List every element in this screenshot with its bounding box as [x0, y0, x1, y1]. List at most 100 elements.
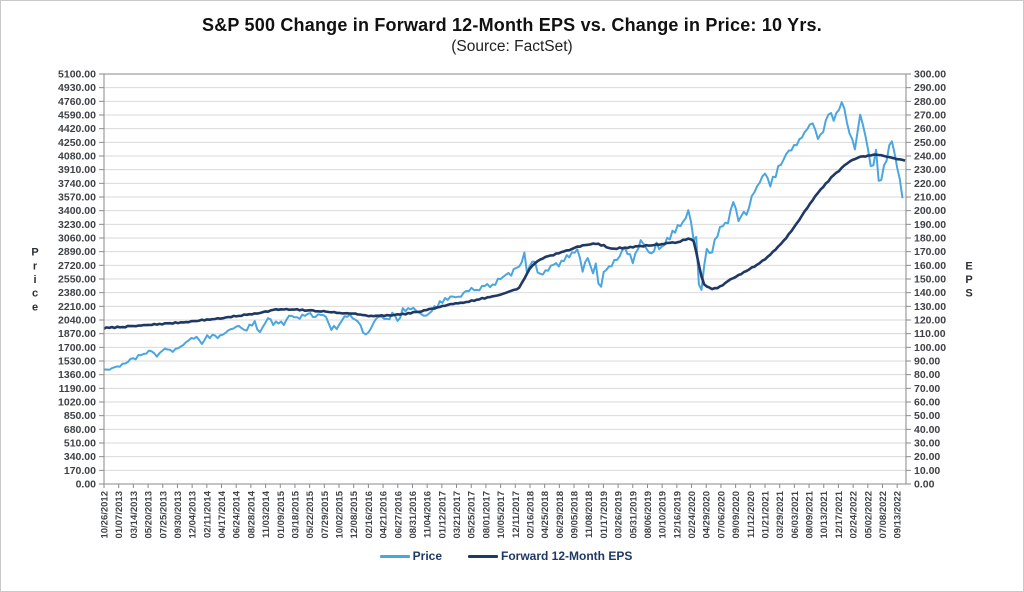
svg-text:170.00: 170.00: [914, 246, 946, 258]
svg-text:05/22/2015: 05/22/2015: [305, 490, 316, 538]
svg-text:c: c: [32, 288, 38, 300]
svg-text:05/02/2022: 05/02/2022: [863, 491, 874, 539]
svg-text:20.00: 20.00: [914, 451, 940, 463]
svg-text:3910.00: 3910.00: [58, 164, 96, 176]
legend-item-eps: Forward 12-Month EPS: [468, 549, 632, 563]
svg-text:08/31/2016: 08/31/2016: [408, 491, 419, 539]
svg-text:4080.00: 4080.00: [58, 151, 96, 163]
svg-text:11/12/2020: 11/12/2020: [746, 491, 757, 538]
svg-text:300.00: 300.00: [914, 69, 946, 81]
svg-text:09/13/2022: 09/13/2022: [893, 491, 904, 539]
svg-text:06/29/2018: 06/29/2018: [555, 491, 566, 539]
svg-text:07/06/2020: 07/06/2020: [716, 491, 727, 539]
svg-text:06/27/2016: 06/27/2016: [393, 491, 404, 539]
svg-text:680.00: 680.00: [64, 424, 96, 436]
svg-text:08/28/2014: 08/28/2014: [246, 490, 257, 538]
svg-text:10/13/2021: 10/13/2021: [819, 490, 830, 538]
legend-label-price: Price: [412, 549, 442, 563]
right-axis-title: EPS: [965, 260, 972, 299]
svg-text:12/04/2013: 12/04/2013: [188, 491, 199, 539]
svg-text:850.00: 850.00: [64, 410, 96, 422]
svg-text:01/12/2017: 01/12/2017: [437, 491, 448, 539]
svg-text:0.00: 0.00: [914, 479, 935, 491]
svg-text:12/08/2015: 12/08/2015: [349, 490, 360, 538]
svg-text:11/03/2014: 11/03/2014: [261, 490, 272, 538]
svg-text:03/26/2019: 03/26/2019: [614, 491, 625, 539]
svg-text:1870.00: 1870.00: [58, 328, 96, 340]
svg-text:04/25/2018: 04/25/2018: [540, 491, 551, 539]
svg-text:01/07/2013: 01/07/2013: [114, 491, 125, 539]
svg-text:260.00: 260.00: [914, 123, 946, 135]
svg-text:3570.00: 3570.00: [58, 192, 96, 204]
svg-text:4250.00: 4250.00: [58, 137, 96, 149]
svg-text:70.00: 70.00: [914, 383, 940, 395]
svg-text:0.00: 0.00: [76, 479, 97, 491]
eps-line-swatch: [468, 554, 498, 558]
svg-text:04/21/2016: 04/21/2016: [379, 491, 390, 539]
svg-text:10/26/2012: 10/26/2012: [100, 491, 111, 539]
svg-text:270.00: 270.00: [914, 110, 946, 122]
svg-text:12/11/2017: 12/11/2017: [511, 491, 522, 538]
svg-text:P: P: [31, 247, 38, 259]
svg-text:P: P: [965, 274, 972, 286]
svg-text:10/10/2019: 10/10/2019: [658, 491, 669, 539]
svg-text:2720.00: 2720.00: [58, 260, 96, 272]
svg-text:11/04/2016: 11/04/2016: [423, 491, 434, 538]
chart-subtitle: (Source: FactSet): [451, 38, 573, 55]
svg-text:4590.00: 4590.00: [58, 110, 96, 122]
svg-text:06/24/2014: 06/24/2014: [232, 490, 243, 538]
svg-text:4930.00: 4930.00: [58, 82, 96, 94]
legend-label-eps: Forward 12-Month EPS: [501, 549, 633, 563]
svg-text:2890.00: 2890.00: [58, 246, 96, 258]
svg-text:1020.00: 1020.00: [58, 397, 96, 409]
svg-text:120.00: 120.00: [914, 315, 946, 327]
svg-text:01/17/2019: 01/17/2019: [599, 491, 610, 539]
svg-text:r: r: [33, 260, 38, 272]
svg-text:3740.00: 3740.00: [58, 178, 96, 190]
svg-text:80.00: 80.00: [914, 369, 940, 381]
svg-text:60.00: 60.00: [914, 397, 940, 409]
svg-text:07/25/2013: 07/25/2013: [158, 491, 169, 539]
svg-text:07/29/2015: 07/29/2015: [320, 490, 331, 538]
svg-text:4420.00: 4420.00: [58, 123, 96, 135]
svg-text:05/31/2019: 05/31/2019: [628, 491, 639, 539]
svg-text:03/14/2013: 03/14/2013: [129, 491, 140, 539]
chart-title: S&P 500 Change in Forward 12-Month EPS v…: [202, 15, 822, 35]
svg-text:280.00: 280.00: [914, 96, 946, 108]
svg-text:170.00: 170.00: [64, 465, 96, 477]
svg-text:180.00: 180.00: [914, 233, 946, 245]
svg-text:2550.00: 2550.00: [58, 274, 96, 286]
svg-text:01/09/2015: 01/09/2015: [276, 490, 287, 538]
svg-text:S: S: [965, 288, 972, 300]
svg-text:210.00: 210.00: [914, 192, 946, 204]
svg-text:10.00: 10.00: [914, 465, 940, 477]
svg-text:160.00: 160.00: [914, 260, 946, 272]
left-axis-title: Price: [31, 247, 38, 314]
svg-text:1530.00: 1530.00: [58, 356, 96, 368]
svg-text:08/06/2019: 08/06/2019: [643, 491, 654, 539]
svg-text:130.00: 130.00: [914, 301, 946, 313]
svg-text:10/02/2015: 10/02/2015: [335, 490, 346, 538]
x-axis-labels: 10/26/2012 01/07/2013 03/14/2013 05/20/2013…: [100, 484, 904, 539]
svg-text:01/21/2021: 01/21/2021: [760, 490, 771, 538]
svg-text:150.00: 150.00: [914, 274, 946, 286]
svg-text:3400.00: 3400.00: [58, 205, 96, 217]
svg-text:510.00: 510.00: [64, 438, 96, 450]
svg-text:1190.00: 1190.00: [59, 383, 97, 395]
svg-text:09/30/2013: 09/30/2013: [173, 491, 184, 539]
plot-border: [103, 73, 907, 485]
svg-text:230.00: 230.00: [914, 164, 946, 176]
svg-text:02/11/2014: 02/11/2014: [202, 490, 213, 538]
svg-text:06/03/2021: 06/03/2021: [790, 490, 801, 538]
svg-text:100.00: 100.00: [914, 342, 946, 354]
svg-text:i: i: [33, 274, 36, 286]
svg-text:3060.00: 3060.00: [58, 233, 96, 245]
svg-text:90.00: 90.00: [914, 356, 940, 368]
svg-text:09/09/2020: 09/09/2020: [731, 491, 742, 539]
svg-text:1700.00: 1700.00: [58, 342, 96, 354]
svg-text:2380.00: 2380.00: [58, 287, 96, 299]
svg-text:11/08/2018: 11/08/2018: [584, 491, 595, 538]
svg-text:240.00: 240.00: [914, 151, 946, 163]
